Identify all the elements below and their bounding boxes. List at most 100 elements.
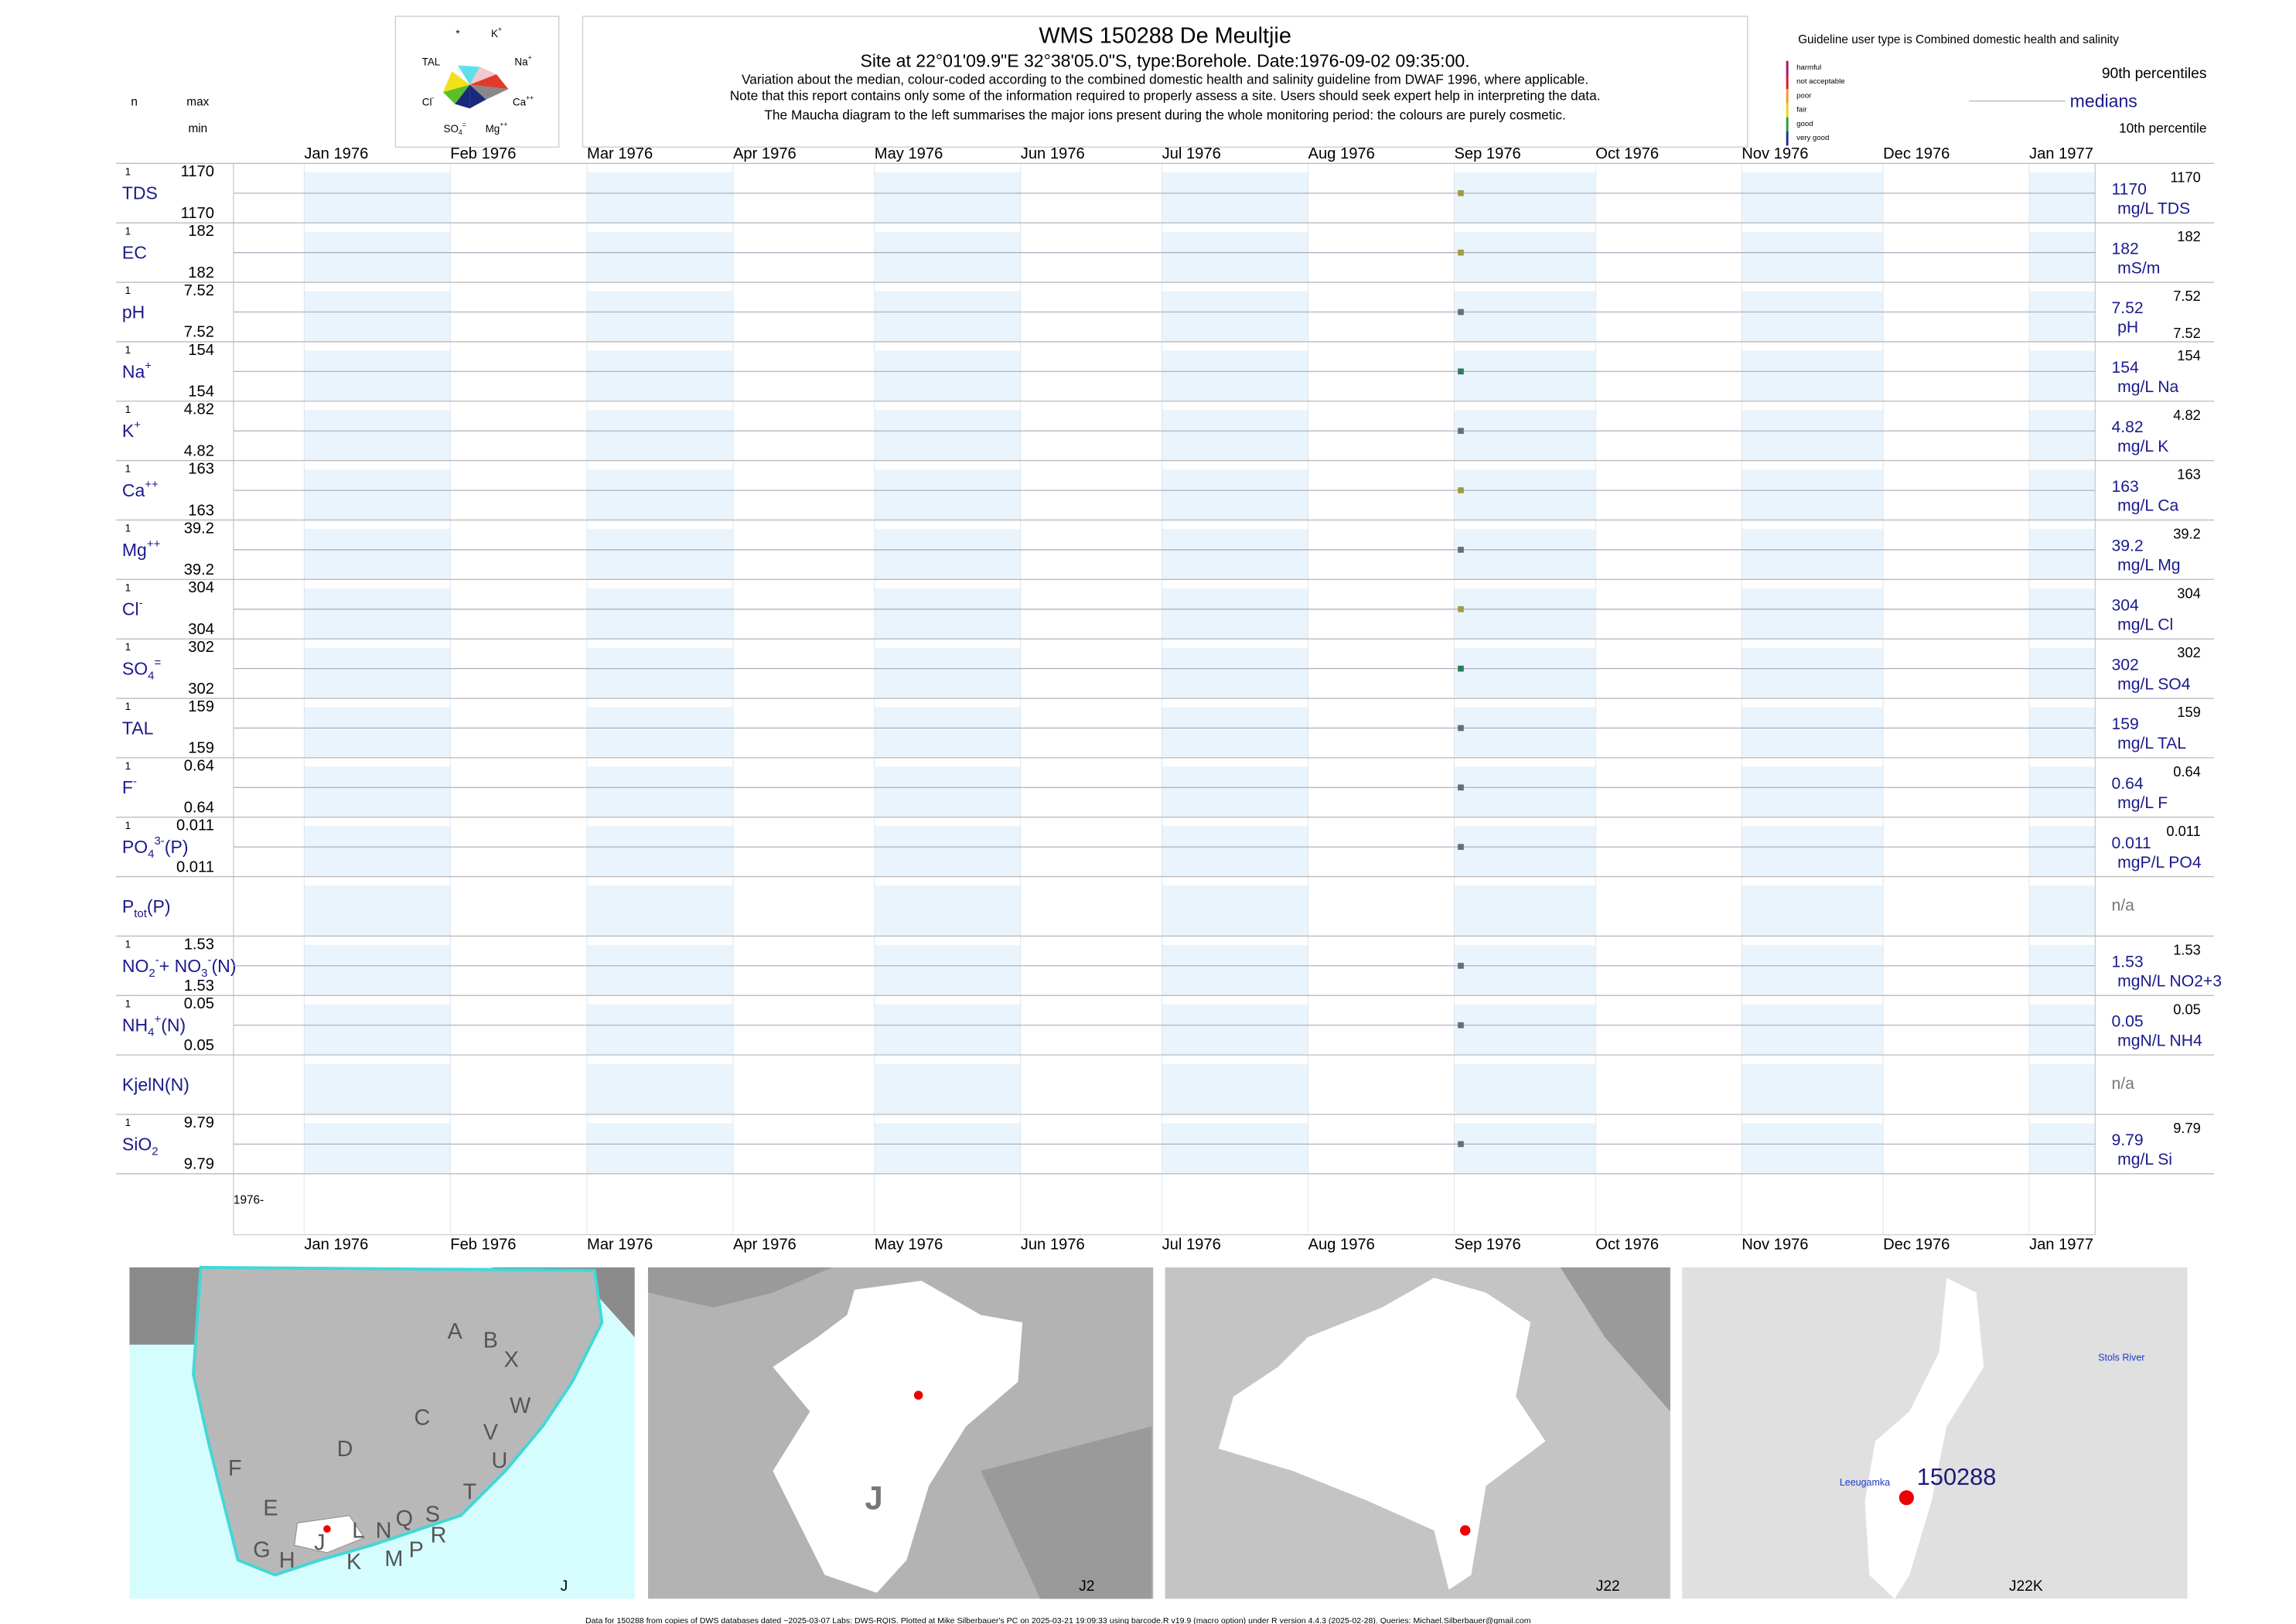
parameter-label: Na+: [122, 360, 152, 382]
land: [192, 1265, 604, 1577]
region-letter: M: [384, 1547, 403, 1571]
month-band: [1454, 469, 1596, 520]
label-part: 4: [148, 848, 154, 861]
label-part: -: [133, 776, 137, 789]
maucha-sector: [455, 84, 470, 109]
subtitle-part: 1976-09-02 09:35:00: [1299, 51, 1465, 71]
month-band: [2029, 291, 2096, 342]
median-legend: medians: [2070, 91, 2137, 111]
month-band: [1162, 231, 1308, 283]
sample-count: 1: [125, 404, 131, 415]
max-value: 4.82: [184, 401, 214, 418]
maucha-sector: [469, 67, 497, 85]
month-label-bottom: Jan 1977: [2029, 1236, 2093, 1253]
month-band: [587, 826, 733, 877]
min-header: min: [188, 122, 207, 135]
guideline-title: Guideline user type is Combined domestic…: [1798, 33, 2119, 46]
region-letter: K: [346, 1550, 361, 1575]
maucha-label: Cl-: [422, 94, 435, 107]
p90-value: 7.52: [2173, 288, 2201, 304]
month-band: [304, 588, 451, 640]
month-band: [1742, 350, 1884, 401]
report-subtitle: Site at 22°01'09.9"E 32°38'05.0"S, type:…: [861, 51, 1470, 71]
month-label-bottom: Apr 1976: [733, 1236, 797, 1253]
month-band: [304, 1123, 451, 1174]
maucha-label: SO4=: [444, 121, 466, 136]
month-label-top: Feb 1976: [450, 145, 516, 162]
month-band: [587, 885, 733, 937]
label-part: 3-: [154, 835, 164, 848]
month-label-bottom: Nov 1976: [1742, 1236, 1808, 1253]
median-value: 304: [2111, 596, 2138, 614]
label-part: Cl: [122, 599, 139, 619]
land-dark: [981, 1426, 1152, 1599]
month-label-top: Jan 1977: [2029, 145, 2093, 162]
label-part: =: [462, 121, 466, 128]
median-value: 0.011: [2111, 834, 2151, 852]
month-band: [1162, 944, 1308, 996]
month-band: [1742, 647, 1884, 699]
label-part: TAL: [122, 718, 154, 738]
region-letter: T: [463, 1480, 477, 1505]
month-band: [874, 944, 1021, 996]
max-value: 159: [188, 698, 214, 715]
month-band: [1742, 528, 1884, 580]
note-line: The Maucha diagram to the left summarise…: [764, 107, 1565, 122]
month-band: [874, 1004, 1021, 1056]
median-value: 0.05: [2111, 1012, 2143, 1030]
label-part: EC: [122, 243, 147, 263]
p90-value: 1.53: [2173, 941, 2201, 957]
month-band: [1454, 291, 1596, 342]
label-part: pH: [122, 302, 145, 322]
month-band: [874, 885, 1021, 937]
place-label: Leeugamka: [1840, 1477, 1890, 1488]
month-band: [1162, 647, 1308, 699]
month-band: [1742, 826, 1884, 877]
label-part: NO: [122, 956, 149, 976]
sample-count: 1: [125, 998, 131, 1009]
unit: mS/m: [2117, 259, 2160, 277]
maucha-label: Na+: [514, 54, 531, 67]
maucha-label: *: [455, 28, 460, 39]
month-band: [2029, 528, 2096, 580]
report-title: WMS 150288 De Meultjie: [1039, 24, 1291, 49]
max-value: 154: [188, 342, 214, 359]
label-part: 2: [148, 967, 155, 980]
land-north: [129, 1267, 201, 1345]
region-letter: C: [415, 1405, 431, 1430]
unit: pH: [2117, 319, 2138, 336]
month-band: [1162, 1123, 1308, 1174]
unit: mg/L F: [2117, 794, 2168, 812]
p90-value: 39.2: [2173, 526, 2201, 542]
label-part: 2: [152, 1145, 158, 1158]
month-label-top: Jan 1976: [304, 145, 368, 162]
month-band: [304, 826, 451, 877]
month-band: [587, 528, 733, 580]
month-band: [1162, 766, 1308, 817]
max-value: 182: [188, 223, 214, 240]
map-label: J: [561, 1578, 568, 1595]
label-part: (P): [165, 837, 189, 857]
subtitle-part: .: [1465, 51, 1469, 71]
land-dark: [647, 1267, 833, 1308]
month-band: [1742, 588, 1884, 640]
month-band: [304, 766, 451, 817]
sample-count: 1: [125, 939, 131, 950]
month-band: [587, 410, 733, 461]
max-value: 304: [188, 579, 214, 596]
month-band: [1162, 350, 1308, 401]
month-band: [1742, 1123, 1884, 1174]
month-band: [1742, 885, 1884, 937]
month-band: [1454, 410, 1596, 461]
month-label-bottom: Feb 1976: [450, 1236, 516, 1253]
month-band: [304, 172, 451, 223]
median-value: 1.53: [2111, 954, 2143, 971]
month-band: [874, 410, 1021, 461]
month-band: [2029, 885, 2096, 937]
guideline-swatch: [1786, 103, 1789, 118]
label-part: 4: [459, 128, 462, 136]
region-letter: N: [376, 1518, 392, 1543]
min-value: 304: [188, 621, 214, 638]
label-part: NH: [122, 1015, 148, 1035]
p90-value: 154: [2177, 347, 2200, 363]
